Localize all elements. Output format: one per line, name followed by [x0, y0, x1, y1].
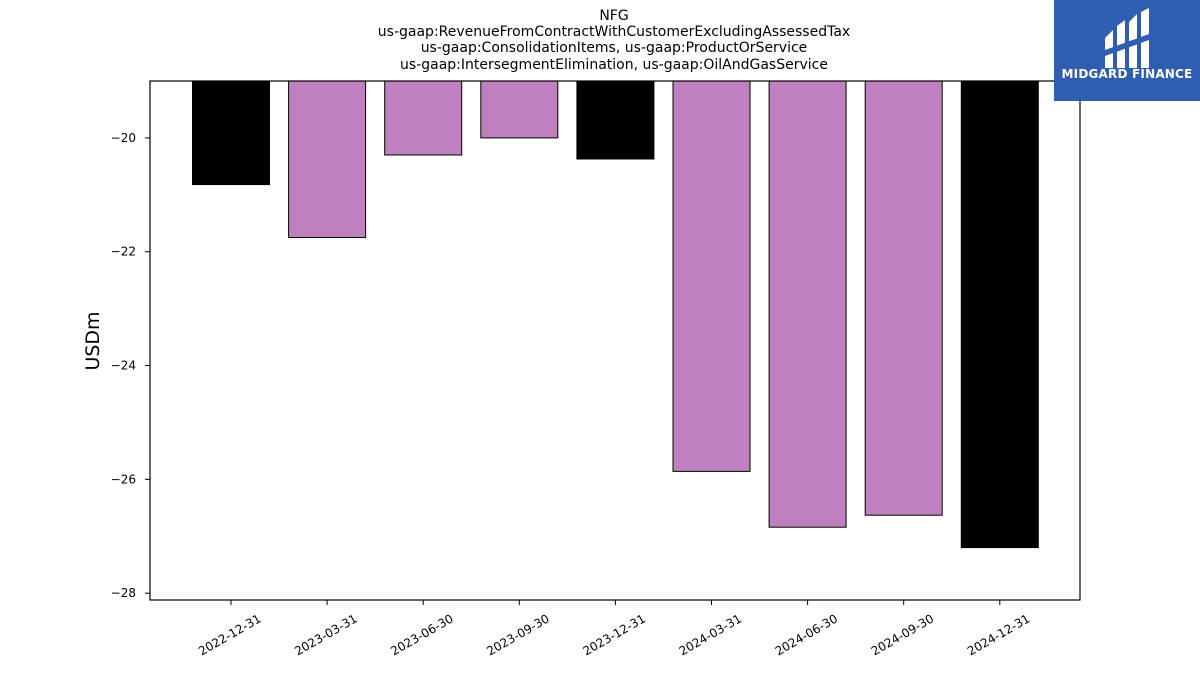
x-tick-label: 2022-12-31 [196, 611, 263, 658]
x-tick-label: 2024-09-30 [869, 611, 936, 658]
x-tick-label: 2023-12-31 [580, 611, 647, 658]
chart-title-line-4: us-gaap:IntersegmentElimination, us-gaap… [400, 57, 828, 73]
chart-title-line-2: us-gaap:RevenueFromContractWithCustomerE… [378, 24, 850, 40]
x-tick-label: 2024-12-31 [965, 611, 1032, 658]
bar-2023-09-30 [481, 81, 558, 138]
midgard-logo-icon [1101, 8, 1153, 68]
bar-2024-12-31 [961, 81, 1038, 548]
chart-title-line-1: NFG [599, 8, 628, 24]
x-tick-label: 2023-09-30 [484, 611, 551, 658]
y-tick-label: −24 [111, 359, 136, 373]
x-tick-label: 2023-06-30 [388, 611, 455, 658]
y-axis: −20 −22 −24 −26 −28 [111, 131, 150, 600]
y-tick-label: −22 [111, 245, 136, 259]
x-tick-label: 2023-03-31 [292, 611, 359, 658]
bar-2024-06-30 [769, 81, 846, 527]
bar-2022-12-31 [193, 81, 270, 185]
bar-2023-03-31 [289, 81, 366, 238]
chart-title: NFG us-gaap:RevenueFromContractWithCusto… [378, 8, 850, 73]
midgard-finance-logo: MIDGARD FINANCE [1054, 0, 1200, 101]
bar-2023-06-30 [385, 81, 462, 155]
y-axis-label: USDm [82, 311, 104, 370]
x-axis: 2022-12-31 2023-03-31 2023-06-30 2023-09-30… [196, 600, 1032, 658]
y-tick-label: −20 [111, 131, 136, 145]
logo-text: MIDGARD FINANCE [1054, 67, 1200, 81]
bar-2023-12-31 [577, 81, 654, 159]
bar-chart: NFG us-gaap:RevenueFromContractWithCusto… [0, 0, 1200, 675]
bar-2024-09-30 [865, 81, 942, 515]
bars-group [193, 81, 1039, 548]
y-tick-label: −26 [111, 472, 136, 486]
x-tick-label: 2024-03-31 [677, 611, 744, 658]
x-tick-label: 2024-06-30 [773, 611, 840, 658]
chart-title-line-3: us-gaap:ConsolidationItems, us-gaap:Prod… [421, 40, 808, 56]
y-tick-label: −28 [111, 586, 136, 600]
bar-2024-03-31 [673, 81, 750, 471]
